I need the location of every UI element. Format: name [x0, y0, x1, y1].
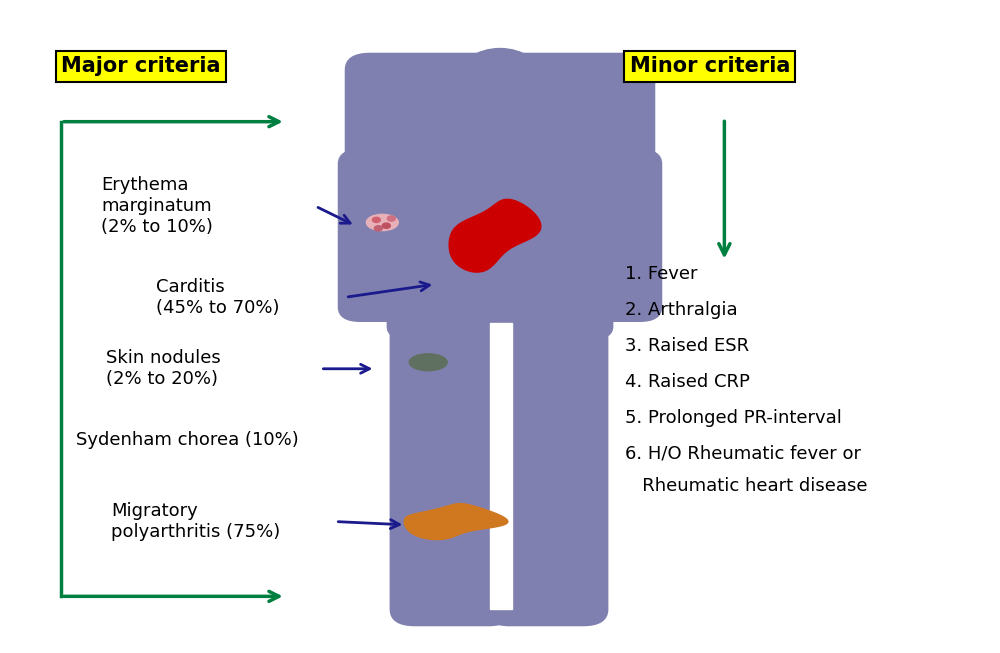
Ellipse shape — [366, 214, 398, 231]
FancyBboxPatch shape — [345, 54, 655, 200]
Text: Erythema
marginatum
(2% to 10%): Erythema marginatum (2% to 10%) — [101, 176, 213, 236]
Text: Minor criteria: Minor criteria — [630, 56, 790, 76]
Circle shape — [372, 217, 380, 223]
FancyBboxPatch shape — [485, 300, 608, 626]
Text: Major criteria: Major criteria — [61, 56, 221, 76]
FancyBboxPatch shape — [387, 159, 613, 338]
Text: Sydenham chorea (10%): Sydenham chorea (10%) — [76, 431, 299, 449]
Circle shape — [382, 223, 390, 229]
Text: 5. Prolonged PR-interval: 5. Prolonged PR-interval — [625, 409, 842, 426]
Ellipse shape — [409, 354, 447, 371]
Text: 6. H/O Rheumatic fever or: 6. H/O Rheumatic fever or — [625, 444, 861, 462]
Text: 1. Fever: 1. Fever — [625, 266, 697, 283]
Text: 3. Raised ESR: 3. Raised ESR — [625, 337, 749, 355]
FancyBboxPatch shape — [338, 150, 437, 321]
Text: 4. Raised CRP: 4. Raised CRP — [625, 373, 750, 390]
Polygon shape — [449, 199, 541, 272]
Ellipse shape — [458, 48, 542, 110]
FancyBboxPatch shape — [390, 300, 513, 626]
Text: Rheumatic heart disease: Rheumatic heart disease — [625, 477, 867, 495]
Text: 2. Arthralgia: 2. Arthralgia — [625, 301, 737, 319]
Circle shape — [374, 226, 382, 231]
Circle shape — [387, 216, 395, 221]
Polygon shape — [404, 503, 508, 539]
Text: Skin nodules
(2% to 20%): Skin nodules (2% to 20%) — [106, 349, 221, 388]
Text: Migratory
polyarthritis (75%): Migratory polyarthritis (75%) — [111, 502, 280, 541]
FancyBboxPatch shape — [563, 150, 662, 321]
Text: Carditis
(45% to 70%): Carditis (45% to 70%) — [156, 278, 279, 317]
Bar — [490, 323, 512, 609]
